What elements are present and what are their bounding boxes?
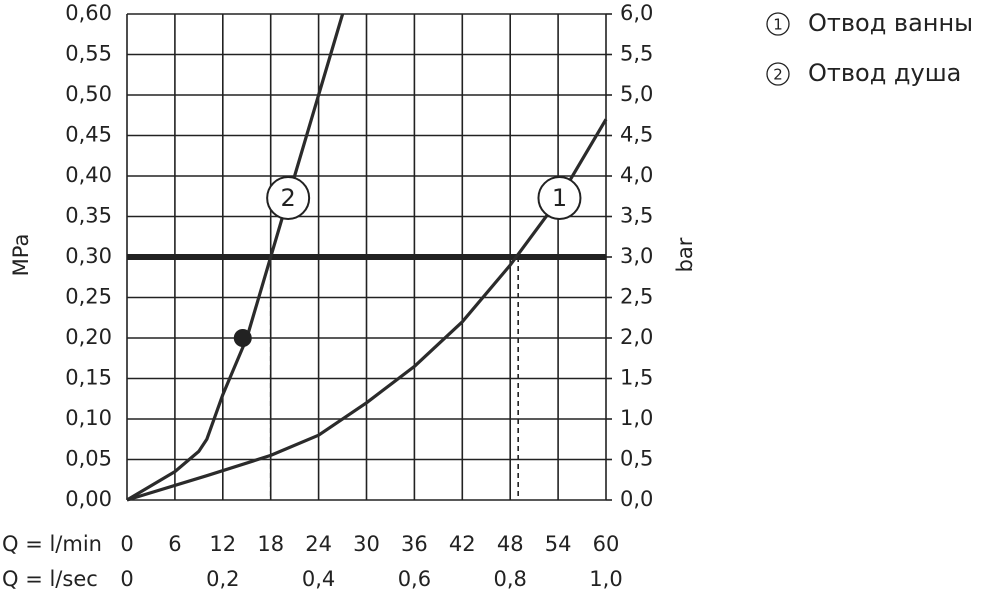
y-tick-label: 0,35 xyxy=(65,204,112,228)
y2-tick-label: 3,0 xyxy=(620,244,653,268)
x2-tick-label: 0,2 xyxy=(206,567,239,591)
x-tick-label: 36 xyxy=(401,532,428,556)
x-tick-label: 24 xyxy=(305,532,332,556)
y-tick-label: 0,20 xyxy=(65,325,112,349)
curve-label-circle xyxy=(537,176,582,220)
x-tick-label: 48 xyxy=(497,532,524,556)
x-axis-label: Q = l/min xyxy=(2,532,102,556)
legend-number: 1 xyxy=(773,16,783,34)
y2-tick-label: 1,0 xyxy=(620,406,653,430)
y-tick-label: 0,45 xyxy=(65,123,112,147)
y-tick-label: 0,30 xyxy=(65,244,112,268)
y2-tick-label: 0,0 xyxy=(620,487,653,511)
legend-circle xyxy=(766,12,790,36)
curve-label-circle xyxy=(266,176,311,220)
y-tick-label: 0,15 xyxy=(65,366,112,390)
x-tick-label: 12 xyxy=(209,532,236,556)
y2-tick-label: 2,5 xyxy=(620,285,653,309)
x-tick-label: 0 xyxy=(120,532,133,556)
y-tick-label: 0,55 xyxy=(65,42,112,66)
x2-tick-label: 0,4 xyxy=(302,567,335,591)
legend-number: 2 xyxy=(773,66,783,84)
y-axis-label: MPa xyxy=(9,234,33,277)
x2-tick-label: 1,0 xyxy=(589,567,622,591)
x-tick-label: 54 xyxy=(545,532,572,556)
y2-tick-label: 3,5 xyxy=(620,204,653,228)
series-line xyxy=(126,118,608,502)
legend-circle xyxy=(766,62,790,86)
x2-tick-label: 0 xyxy=(120,567,133,591)
y2-tick-label: 1,5 xyxy=(620,366,653,390)
y-tick-label: 0,25 xyxy=(65,285,112,309)
y2-tick-label: 4,0 xyxy=(620,163,653,187)
x-tick-label: 42 xyxy=(449,532,476,556)
y-tick-label: 0,50 xyxy=(65,82,112,106)
y2-tick-label: 4,5 xyxy=(620,123,653,147)
y2-tick-label: 5,5 xyxy=(620,42,653,66)
y-tick-label: 0,05 xyxy=(65,447,112,471)
y2-tick-label: 6,0 xyxy=(620,1,653,25)
operating-point xyxy=(233,329,252,347)
y-tick-label: 0,00 xyxy=(65,487,112,511)
x-tick-label: 6 xyxy=(168,532,181,556)
x2-tick-label: 0,8 xyxy=(493,567,526,591)
y2-tick-label: 5,0 xyxy=(620,82,653,106)
x2-axis-label: Q = l/sec xyxy=(2,567,98,591)
x-tick-label: 60 xyxy=(593,532,620,556)
legend-label: Отвод душа xyxy=(808,59,961,87)
curve-label: 1 xyxy=(552,184,567,212)
y2-tick-label: 0,5 xyxy=(620,447,653,471)
y-tick-label: 0,10 xyxy=(65,406,112,430)
series-line xyxy=(126,13,345,502)
legend-label: Отвод ванны xyxy=(808,9,973,37)
y-tick-label: 0,40 xyxy=(65,163,112,187)
x2-tick-label: 0,6 xyxy=(398,567,431,591)
y-tick-label: 0,60 xyxy=(65,1,112,25)
x-tick-label: 30 xyxy=(353,532,380,556)
x-tick-label: 18 xyxy=(257,532,284,556)
curve-label: 2 xyxy=(281,184,296,212)
y2-axis-label: bar xyxy=(673,237,697,272)
y2-tick-label: 2,0 xyxy=(620,325,653,349)
